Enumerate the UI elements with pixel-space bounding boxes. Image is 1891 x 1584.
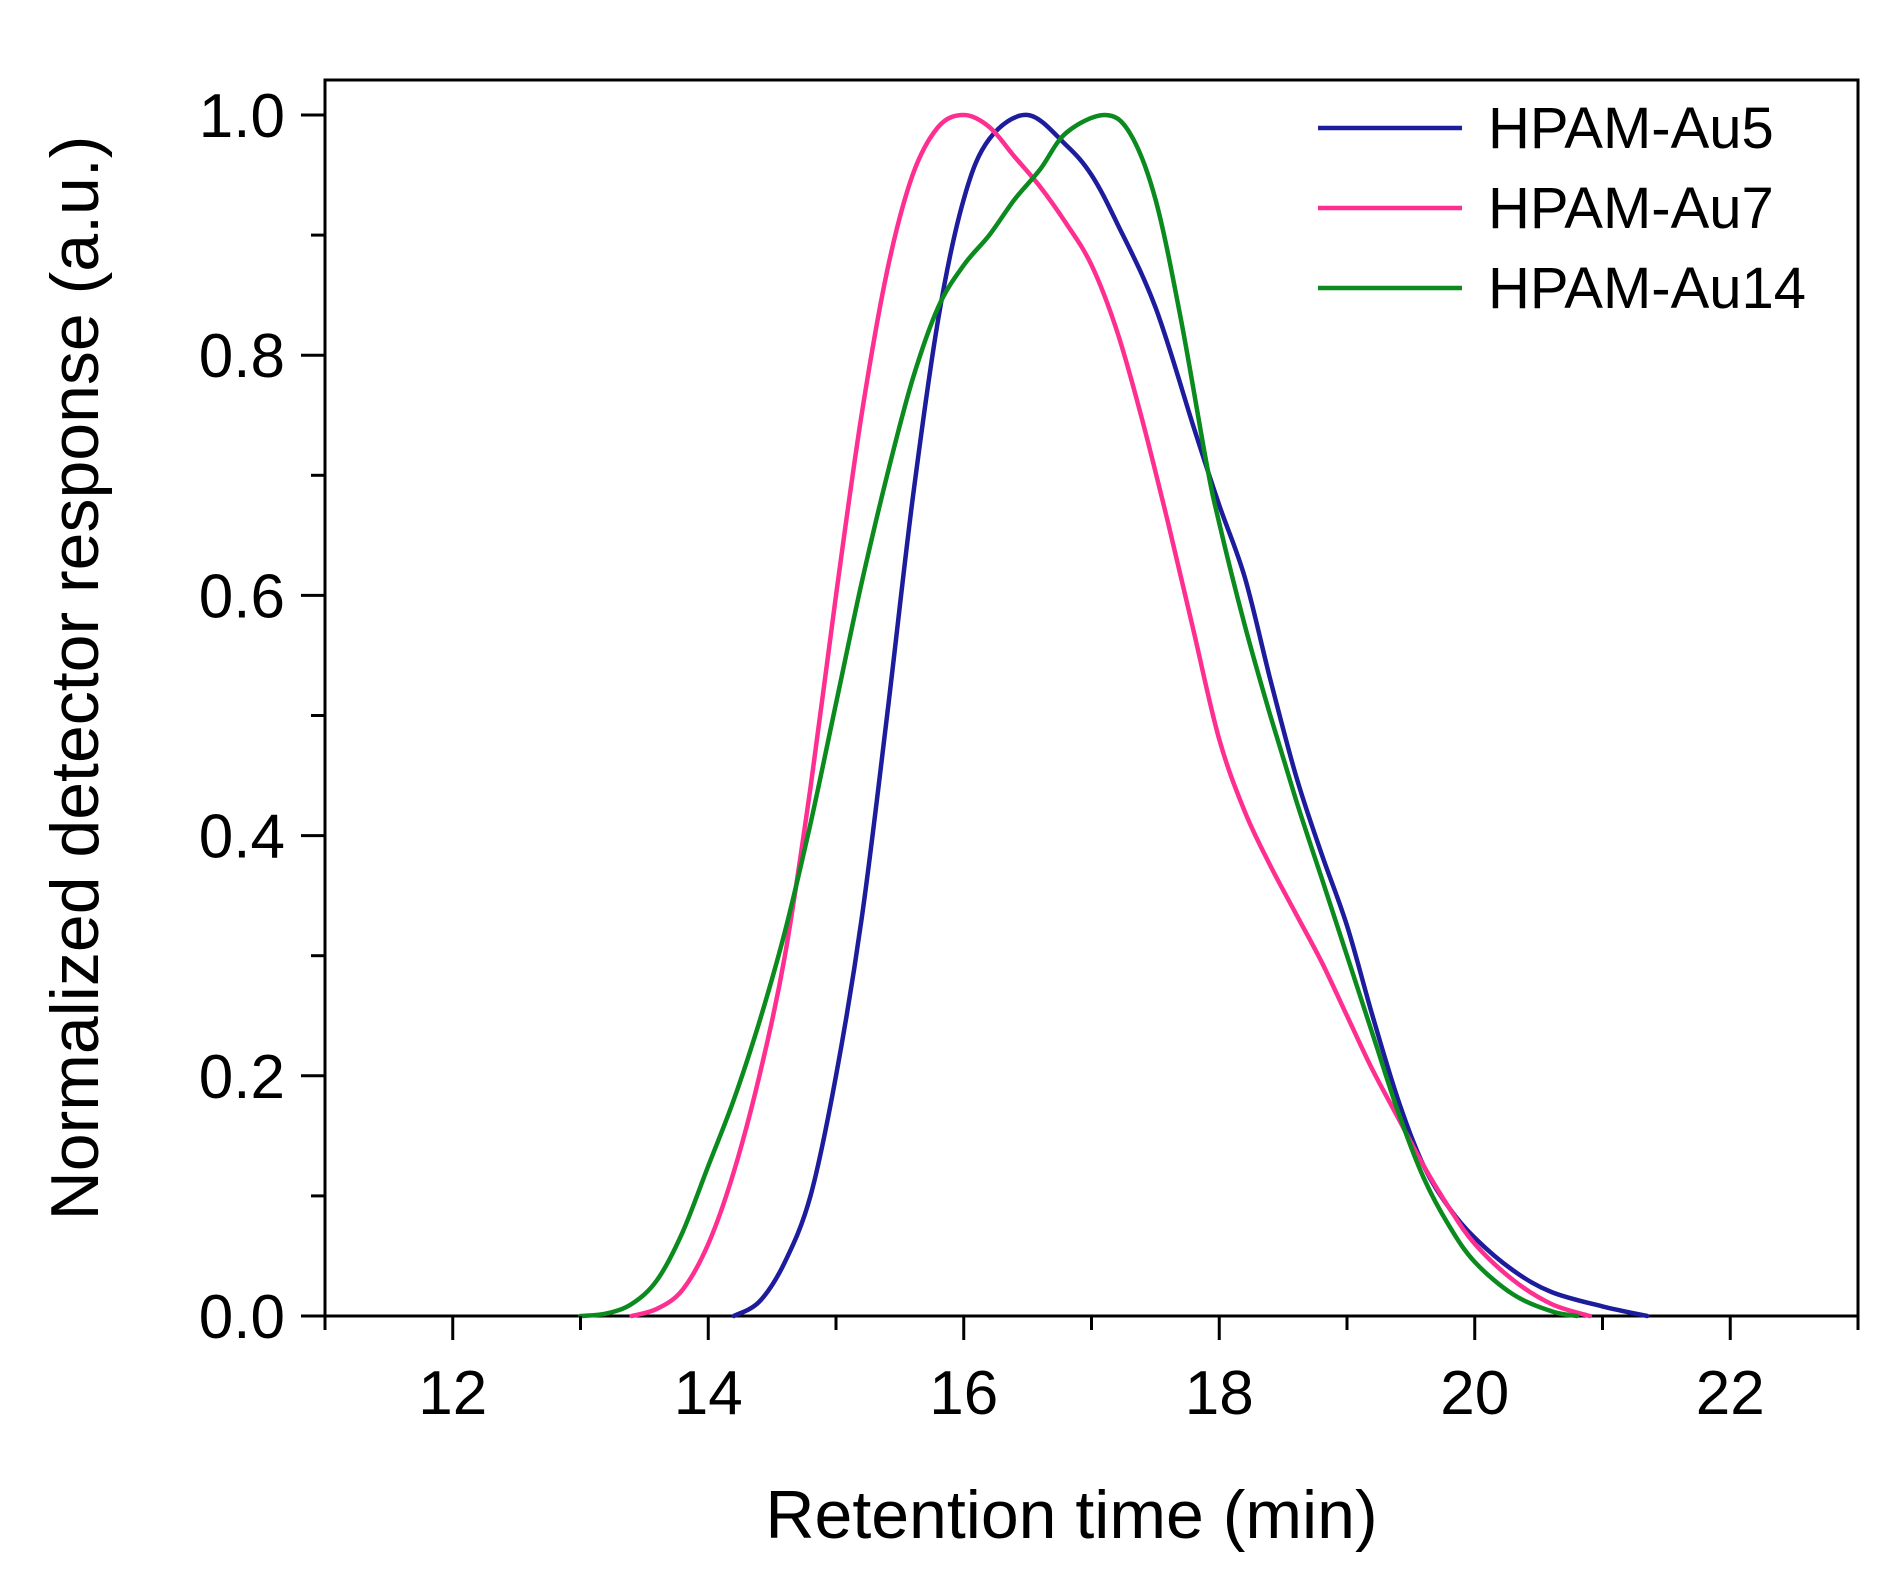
legend: HPAM-Au5 HPAM-Au7 HPAM-Au14: [1318, 96, 1806, 321]
y-tick-label: 1.0: [199, 82, 285, 151]
series-line-hpam-au14: [578, 112, 1580, 1319]
y-tick-label: 0.2: [199, 1043, 285, 1112]
y-axis-title: Normalized detector response (a.u.): [37, 136, 113, 1221]
tick-layer: 12 14 16 18 20 22 0.0 0.2 0.4 0.6 0.8 1.0: [199, 82, 1860, 1428]
y-tick-label: 0.6: [199, 562, 285, 631]
legend-label: HPAM-Au14: [1488, 256, 1806, 321]
legend-label: HPAM-Au5: [1488, 96, 1774, 161]
y-tick-label: 0.0: [199, 1283, 285, 1352]
x-tick-label: 12: [418, 1359, 487, 1428]
x-tick-label: 18: [1185, 1359, 1254, 1428]
x-tick-label: 22: [1696, 1359, 1765, 1428]
legend-label: HPAM-Au7: [1488, 176, 1774, 241]
x-tick-label: 14: [674, 1359, 743, 1428]
y-tick-label: 0.4: [199, 803, 285, 872]
series-layer: [578, 112, 1650, 1319]
y-tick-label: 0.8: [199, 322, 285, 391]
x-tick-label: 20: [1440, 1359, 1509, 1428]
x-tick-label: 16: [929, 1359, 998, 1428]
x-axis-title: Retention time (min): [765, 1477, 1377, 1553]
series-line-hpam-au7: [629, 112, 1592, 1319]
